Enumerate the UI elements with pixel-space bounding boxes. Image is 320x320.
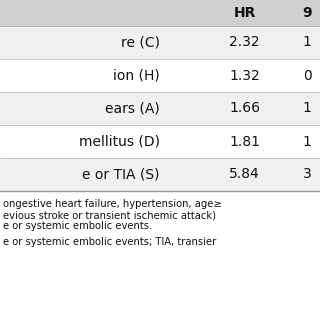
Text: e or TIA (S): e or TIA (S)	[83, 167, 160, 181]
Text: HR: HR	[233, 6, 256, 20]
Bar	[0, 92, 320, 125]
Text: re (C): re (C)	[121, 36, 160, 50]
Text: 1.32: 1.32	[229, 68, 260, 83]
Text: 1: 1	[303, 101, 311, 116]
Text: ongestive heart failure, hypertension, age≥: ongestive heart failure, hypertension, a…	[3, 199, 222, 209]
Text: 1: 1	[303, 36, 311, 50]
Text: 2.32: 2.32	[229, 36, 260, 50]
Text: 1.81: 1.81	[229, 134, 260, 148]
Bar	[0, 0, 320, 26]
Bar	[0, 125, 320, 158]
Bar	[0, 26, 320, 59]
Bar	[0, 59, 320, 92]
Text: evious stroke or transient ischemic attack): evious stroke or transient ischemic atta…	[3, 210, 216, 220]
Text: 3: 3	[303, 167, 311, 181]
Text: e or systemic embolic events.: e or systemic embolic events.	[3, 221, 152, 231]
Text: 9: 9	[302, 6, 312, 20]
Text: 0: 0	[303, 68, 311, 83]
Bar	[0, 158, 320, 191]
Text: e or systemic embolic events; TIA, transier: e or systemic embolic events; TIA, trans…	[3, 237, 216, 247]
Text: 5.84: 5.84	[229, 167, 260, 181]
Text: ion (H): ion (H)	[113, 68, 160, 83]
Text: mellitus (D): mellitus (D)	[79, 134, 160, 148]
Text: ears (A): ears (A)	[105, 101, 160, 116]
Text: 1.66: 1.66	[229, 101, 260, 116]
Text: 1: 1	[303, 134, 311, 148]
